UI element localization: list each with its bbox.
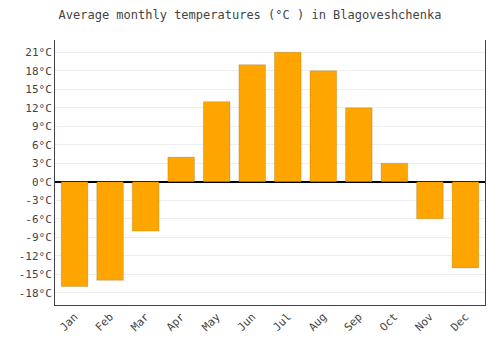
svg-text:-9°C: -9°C bbox=[25, 231, 52, 244]
svg-text:21°C: 21°C bbox=[25, 46, 52, 59]
svg-text:Average monthly temperatures (: Average monthly temperatures (°C ) in Bl… bbox=[59, 8, 442, 22]
svg-text:Mar: Mar bbox=[128, 310, 152, 334]
svg-text:-3°C: -3°C bbox=[25, 194, 52, 207]
svg-text:-6°C: -6°C bbox=[25, 213, 52, 226]
svg-text:Nov: Nov bbox=[413, 310, 437, 334]
svg-text:Dec: Dec bbox=[448, 311, 471, 334]
svg-text:-15°C: -15°C bbox=[19, 268, 52, 281]
svg-text:0°C: 0°C bbox=[32, 176, 52, 189]
svg-text:May: May bbox=[199, 310, 223, 334]
svg-text:15°C: 15°C bbox=[25, 83, 52, 96]
svg-text:Oct: Oct bbox=[377, 311, 400, 334]
svg-text:-18°C: -18°C bbox=[19, 287, 52, 300]
svg-text:-12°C: -12°C bbox=[19, 250, 52, 263]
svg-text:18°C: 18°C bbox=[25, 65, 52, 78]
svg-text:12°C: 12°C bbox=[25, 102, 52, 115]
svg-text:3°C: 3°C bbox=[32, 157, 52, 170]
svg-text:Feb: Feb bbox=[93, 311, 116, 334]
svg-text:Apr: Apr bbox=[164, 310, 188, 334]
svg-text:Jan: Jan bbox=[57, 311, 80, 334]
svg-text:9°C: 9°C bbox=[32, 120, 52, 133]
svg-text:Jun: Jun bbox=[235, 311, 258, 334]
svg-text:Aug: Aug bbox=[306, 311, 329, 334]
svg-text:Jul: Jul bbox=[271, 311, 294, 334]
svg-text:Sep: Sep bbox=[342, 311, 365, 334]
svg-text:6°C: 6°C bbox=[32, 139, 52, 152]
